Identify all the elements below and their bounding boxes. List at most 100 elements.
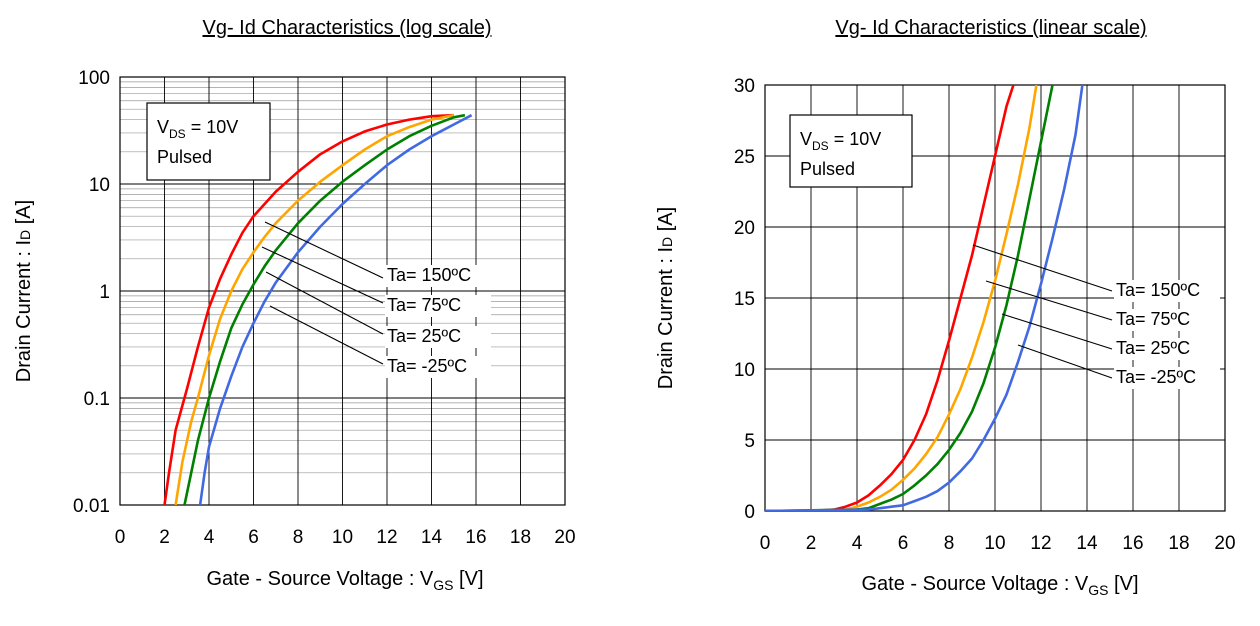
series-line <box>198 114 473 505</box>
series-lines <box>765 85 1084 511</box>
x-axis-label: Gate - Source Voltage : VGS [V] <box>206 568 483 593</box>
y-axis-label-sub: D <box>659 237 675 247</box>
x-tick-label: 0 <box>115 527 126 548</box>
pulsed-text: Pulsed <box>800 159 855 179</box>
x-tick-label: 16 <box>1122 533 1143 554</box>
leader-line <box>972 244 1113 292</box>
vds-main: V <box>157 117 169 137</box>
y-tick-label: 5 <box>744 431 755 452</box>
series-labels: Ta= 150ºC Ta= 75ºC Ta= 25ºC Ta= -25ºC <box>385 265 491 378</box>
x-tick-label: 20 <box>1214 533 1235 554</box>
chart-log-scale: Vg- Id Characteristics (log scale) 0 2 4 6 8… <box>13 17 576 593</box>
x-tick-label: 4 <box>204 527 215 548</box>
series-label-bg <box>1114 280 1220 302</box>
x-axis-label-tail: [V] <box>1109 573 1139 595</box>
series-label: Ta= -25ºC <box>387 356 467 376</box>
x-tick-label: 6 <box>898 533 909 554</box>
annotation-box-frame <box>789 114 913 188</box>
vds-text: VDS = 10V <box>157 117 238 141</box>
series-label-bg <box>385 356 491 378</box>
series-line <box>765 85 1038 511</box>
series-line <box>765 85 1015 511</box>
y-axis-label-main: Drain Current : I <box>655 247 677 389</box>
vds-sub: DS <box>169 127 186 141</box>
x-axis-label-main: Gate - Source Voltage : V <box>861 573 1088 595</box>
y-tick-labels: 0 5 10 15 20 25 30 <box>734 76 755 523</box>
x-tick-label: 14 <box>421 527 443 548</box>
y-tick-label: 25 <box>734 147 755 168</box>
leader-line <box>269 305 384 365</box>
x-tick-label: 18 <box>1168 533 1189 554</box>
series-label: Ta= 150ºC <box>387 265 471 285</box>
x-axis-label-main: Gate - Source Voltage : V <box>206 568 433 590</box>
x-tick-label: 10 <box>984 533 1005 554</box>
series-label-bg <box>1114 309 1220 331</box>
series-line <box>163 113 454 505</box>
y-axis-label-main: Drain Current : I <box>13 240 35 382</box>
series-line <box>765 85 1054 511</box>
series-lines <box>163 113 473 505</box>
y-tick-label: 0.01 <box>73 496 110 517</box>
plot-area <box>764 84 1226 512</box>
x-axis-label: Gate - Source Voltage : VGS [V] <box>861 573 1138 598</box>
leader-line <box>265 271 384 335</box>
leader-line <box>264 221 384 279</box>
vds-main: V <box>800 129 812 149</box>
series-label-bg <box>385 326 491 348</box>
x-tick-label: 10 <box>332 527 353 548</box>
series-label-bg <box>1114 338 1220 360</box>
y-axis-label: Drain Current : ID [A] <box>655 207 677 389</box>
x-tick-label: 12 <box>376 527 397 548</box>
x-tick-label: 16 <box>465 527 486 548</box>
x-tick-label: 8 <box>944 533 955 554</box>
leader-line <box>1001 313 1113 350</box>
x-tick-labels: 0 2 4 6 8 10 12 14 16 18 20 <box>115 527 576 548</box>
x-tick-label: 2 <box>159 527 170 548</box>
y-tick-label: 0 <box>744 502 755 523</box>
y-tick-label: 20 <box>734 218 755 239</box>
x-tick-label: 0 <box>760 533 771 554</box>
series-label: Ta= 75ºC <box>1116 309 1190 329</box>
x-tick-label: 6 <box>248 527 259 548</box>
vds-tail: = 10V <box>186 117 239 137</box>
label-leaders <box>972 244 1113 379</box>
x-tick-labels: 0 2 4 6 8 10 12 14 16 18 20 <box>760 533 1236 554</box>
series-label: Ta= 25ºC <box>1116 338 1190 358</box>
series-label-bg <box>1114 367 1220 389</box>
y-tick-label: 10 <box>734 360 755 381</box>
label-leaders <box>261 221 384 365</box>
chart-title: Vg- Id Characteristics (linear scale) <box>835 17 1146 39</box>
chart-title: Vg- Id Characteristics (log scale) <box>203 17 492 39</box>
x-tick-label: 12 <box>1030 533 1051 554</box>
series-line <box>183 113 466 505</box>
plot-area <box>119 76 566 506</box>
y-tick-label: 15 <box>734 289 755 310</box>
y-tick-label: 10 <box>89 175 110 196</box>
x-tick-label: 18 <box>510 527 531 548</box>
x-axis-label-tail: [V] <box>454 568 484 590</box>
series-label-bg <box>385 265 491 287</box>
leader-line <box>985 280 1113 321</box>
y-axis-label-sub: D <box>17 230 33 240</box>
pulsed-text: Pulsed <box>157 147 212 167</box>
x-tick-label: 8 <box>293 527 304 548</box>
y-tick-label: 1 <box>99 282 110 303</box>
x-axis-label-sub: GS <box>433 577 453 593</box>
x-tick-label: 2 <box>806 533 817 554</box>
y-axis-label-tail: [A] <box>13 200 35 230</box>
chart-linear-scale: Vg- Id Characteristics (linear scale) 0 2… <box>655 17 1236 598</box>
y-axis-label: Drain Current : ID [A] <box>13 200 35 382</box>
y-tick-labels: 0.01 0.1 1 10 100 <box>73 68 110 517</box>
series-label: Ta= 75ºC <box>387 295 461 315</box>
x-tick-label: 4 <box>852 533 863 554</box>
series-label: Ta= -25ºC <box>1116 367 1196 387</box>
x-tick-label: 14 <box>1076 533 1098 554</box>
x-tick-label: 20 <box>554 527 575 548</box>
vds-text: VDS = 10V <box>800 129 881 153</box>
annotation-box-frame <box>146 102 271 181</box>
leader-line <box>261 246 384 304</box>
series-label-bg <box>385 295 491 317</box>
annotation-box: VDS = 10V Pulsed <box>146 102 271 181</box>
vds-sub: DS <box>812 139 829 153</box>
